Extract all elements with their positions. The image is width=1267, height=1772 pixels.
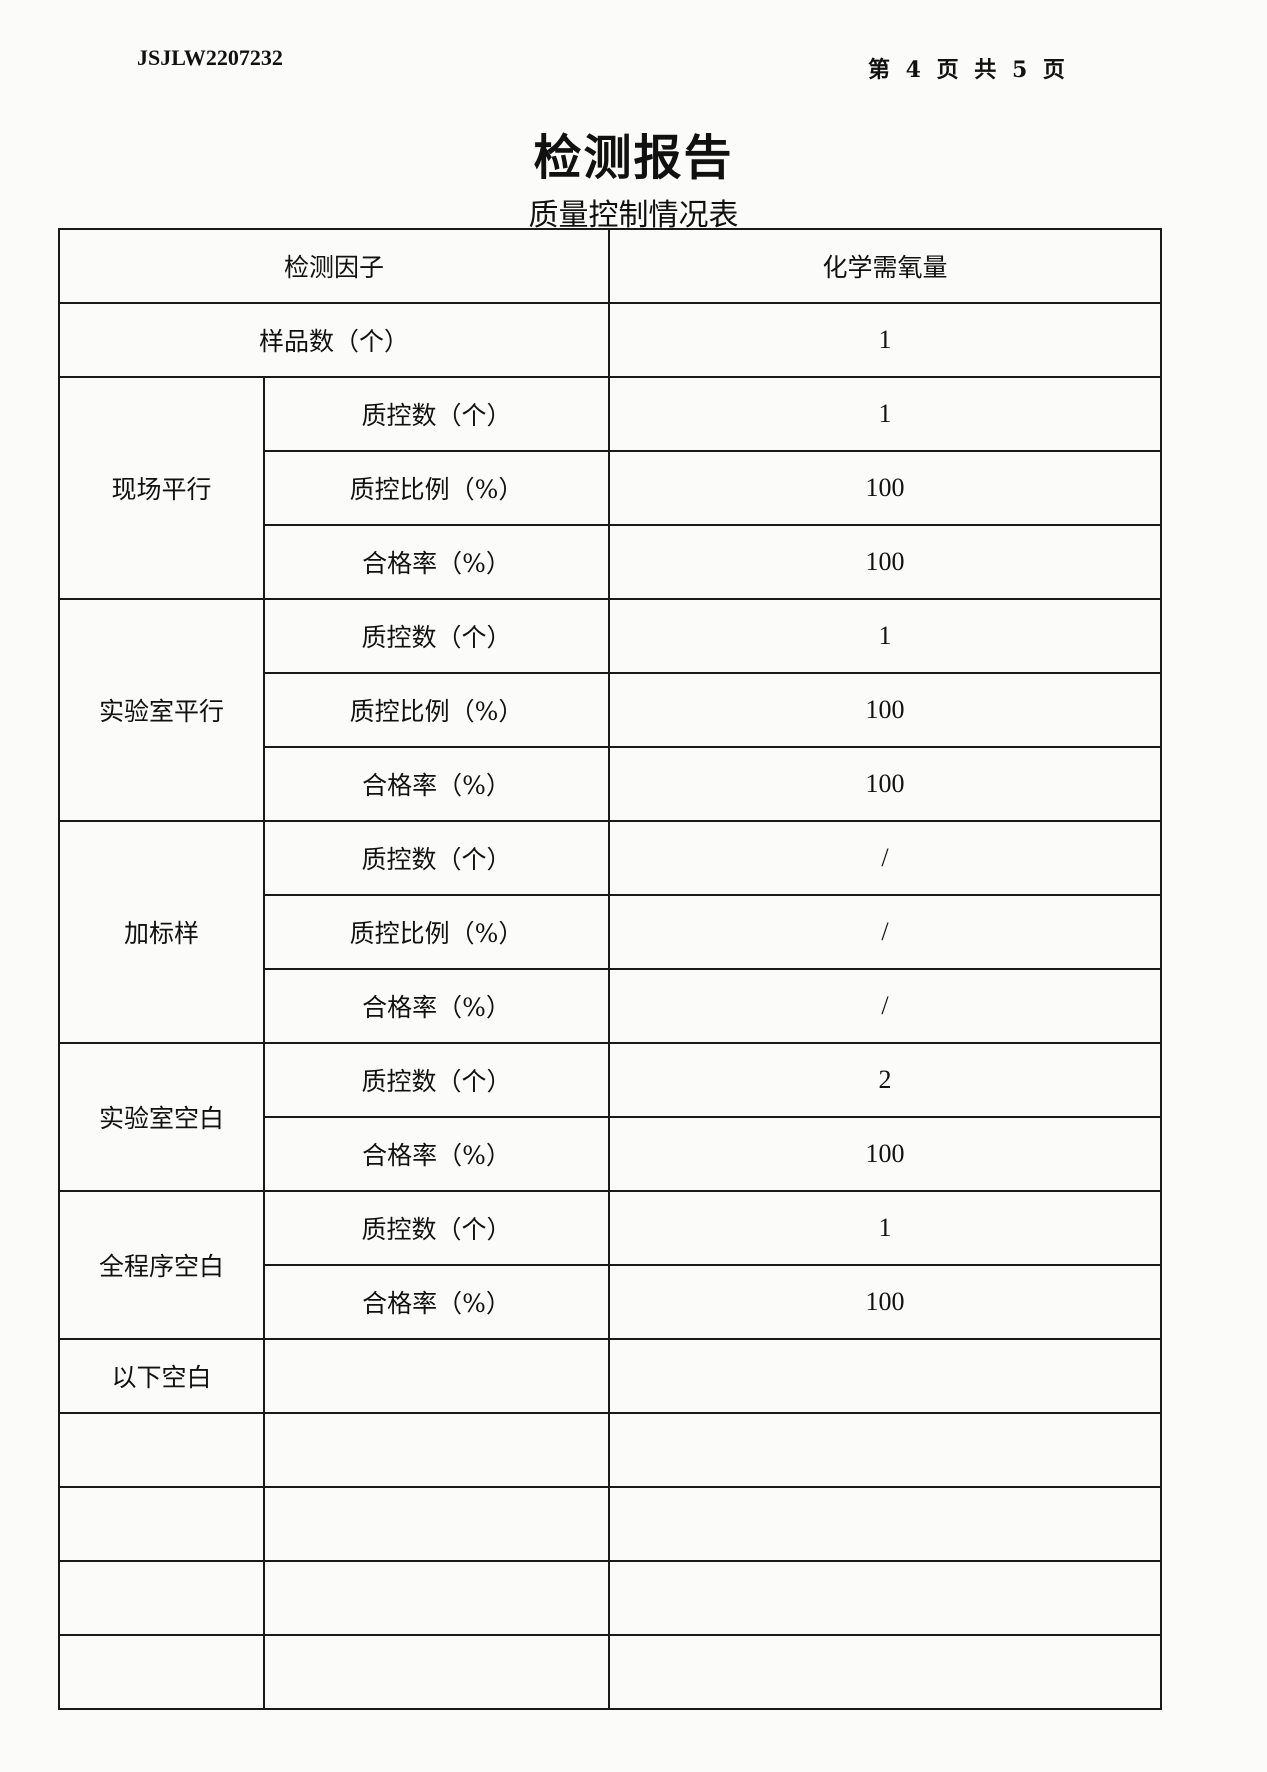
metric-value: / xyxy=(608,820,1163,896)
document-title: 检测报告 xyxy=(533,130,734,186)
blank-row xyxy=(58,1634,1163,1710)
table-row: 合格率（%） 100 xyxy=(59,1264,1163,1340)
table-title: 质量控制情况表 xyxy=(528,198,739,233)
table-row: 合格率（%） 100 xyxy=(59,746,1163,822)
table-row: 质控比例（%） 100 xyxy=(59,672,1163,748)
group-name: 现场平行 xyxy=(58,376,265,600)
table-row: 实验室平行 质控数（个） 1 xyxy=(58,598,1163,822)
group-name: 实验室空白 xyxy=(58,1042,265,1192)
table-row: 检测因子 化学需氧量 xyxy=(57,228,1163,304)
metric-label: 合格率（%） xyxy=(262,1264,611,1340)
metric-label: 质控数（个） xyxy=(262,376,611,452)
metric-label: 质控数（个） xyxy=(262,1190,611,1266)
blank-cell xyxy=(58,1634,265,1710)
end-note: 以下空白 xyxy=(58,1338,265,1414)
blank-row xyxy=(58,1412,1163,1488)
table-row: 现场平行 质控数（个） 1 xyxy=(58,376,1163,600)
table-row: 样品数（个） 1 xyxy=(57,302,1163,378)
metric-label: 质控比例（%） xyxy=(262,450,611,526)
metric-value: 1 xyxy=(608,598,1163,674)
table-row: 合格率（%） / xyxy=(59,968,1163,1044)
blank-cell xyxy=(262,1412,611,1488)
blank-cell xyxy=(58,1486,265,1562)
metric-value: / xyxy=(608,894,1163,970)
blank-cell xyxy=(608,1634,1163,1710)
sample-value: 1 xyxy=(608,302,1163,378)
metric-value: 100 xyxy=(608,1264,1163,1340)
metric-value: / xyxy=(608,968,1163,1044)
report-code: JSJLW2207232 xyxy=(137,45,283,70)
table-row: 合格率（%） 100 xyxy=(59,524,1163,600)
page-info: 第 4 页 共 5 页 xyxy=(868,57,1069,83)
metric-value: 1 xyxy=(608,1190,1163,1266)
group-name: 实验室平行 xyxy=(58,598,265,822)
metric-value: 100 xyxy=(608,1116,1163,1192)
table-row: 全程序空白 质控数（个） 1 xyxy=(58,1190,1163,1340)
blank-cell xyxy=(608,1560,1163,1636)
blank-cell xyxy=(262,1486,611,1562)
table-row: 质控比例（%） / xyxy=(59,894,1163,970)
table-row: 质控比例（%） 100 xyxy=(59,450,1163,526)
table-row: 加标样 质控数（个） / xyxy=(58,820,1163,1044)
metric-value: 2 xyxy=(608,1042,1163,1118)
blank-cell xyxy=(58,1412,265,1488)
blank-cell xyxy=(262,1338,611,1414)
blank-cell xyxy=(58,1560,265,1636)
metric-label: 合格率（%） xyxy=(262,1116,611,1192)
blank-row xyxy=(58,1560,1163,1636)
group-name: 加标样 xyxy=(58,820,265,1044)
group-name: 全程序空白 xyxy=(58,1190,265,1340)
blank-cell xyxy=(262,1634,611,1710)
metric-label: 合格率（%） xyxy=(262,524,611,600)
metric-value: 100 xyxy=(608,672,1163,748)
metric-label: 质控比例（%） xyxy=(262,894,611,970)
blank-cell xyxy=(608,1486,1163,1562)
quality-control-table: 检测因子 化学需氧量 样品数（个） 1 现场平行 质控数（个） 1 质控比例（%） 10… xyxy=(57,228,1163,1710)
sample-label: 样品数（个） xyxy=(57,302,611,378)
metric-label: 质控数（个） xyxy=(262,1042,611,1118)
metric-label: 质控比例（%） xyxy=(262,672,611,748)
metric-label: 合格率（%） xyxy=(262,968,611,1044)
factor-value: 化学需氧量 xyxy=(608,228,1163,304)
factor-label: 检测因子 xyxy=(57,228,611,304)
blank-row xyxy=(58,1486,1163,1562)
blank-cell xyxy=(608,1412,1163,1488)
table-row: 实验室空白 质控数（个） 2 xyxy=(58,1042,1163,1192)
metric-value: 100 xyxy=(608,450,1163,526)
metric-label: 质控数（个） xyxy=(262,820,611,896)
metric-value: 1 xyxy=(608,376,1163,452)
metric-value: 100 xyxy=(608,746,1163,822)
metric-label: 合格率（%） xyxy=(262,746,611,822)
metric-value: 100 xyxy=(608,524,1163,600)
table-row: 合格率（%） 100 xyxy=(59,1116,1163,1192)
blank-cell xyxy=(608,1338,1163,1414)
metric-label: 质控数（个） xyxy=(262,598,611,674)
blank-cell xyxy=(262,1560,611,1636)
end-note-row: 以下空白 xyxy=(58,1338,1163,1414)
